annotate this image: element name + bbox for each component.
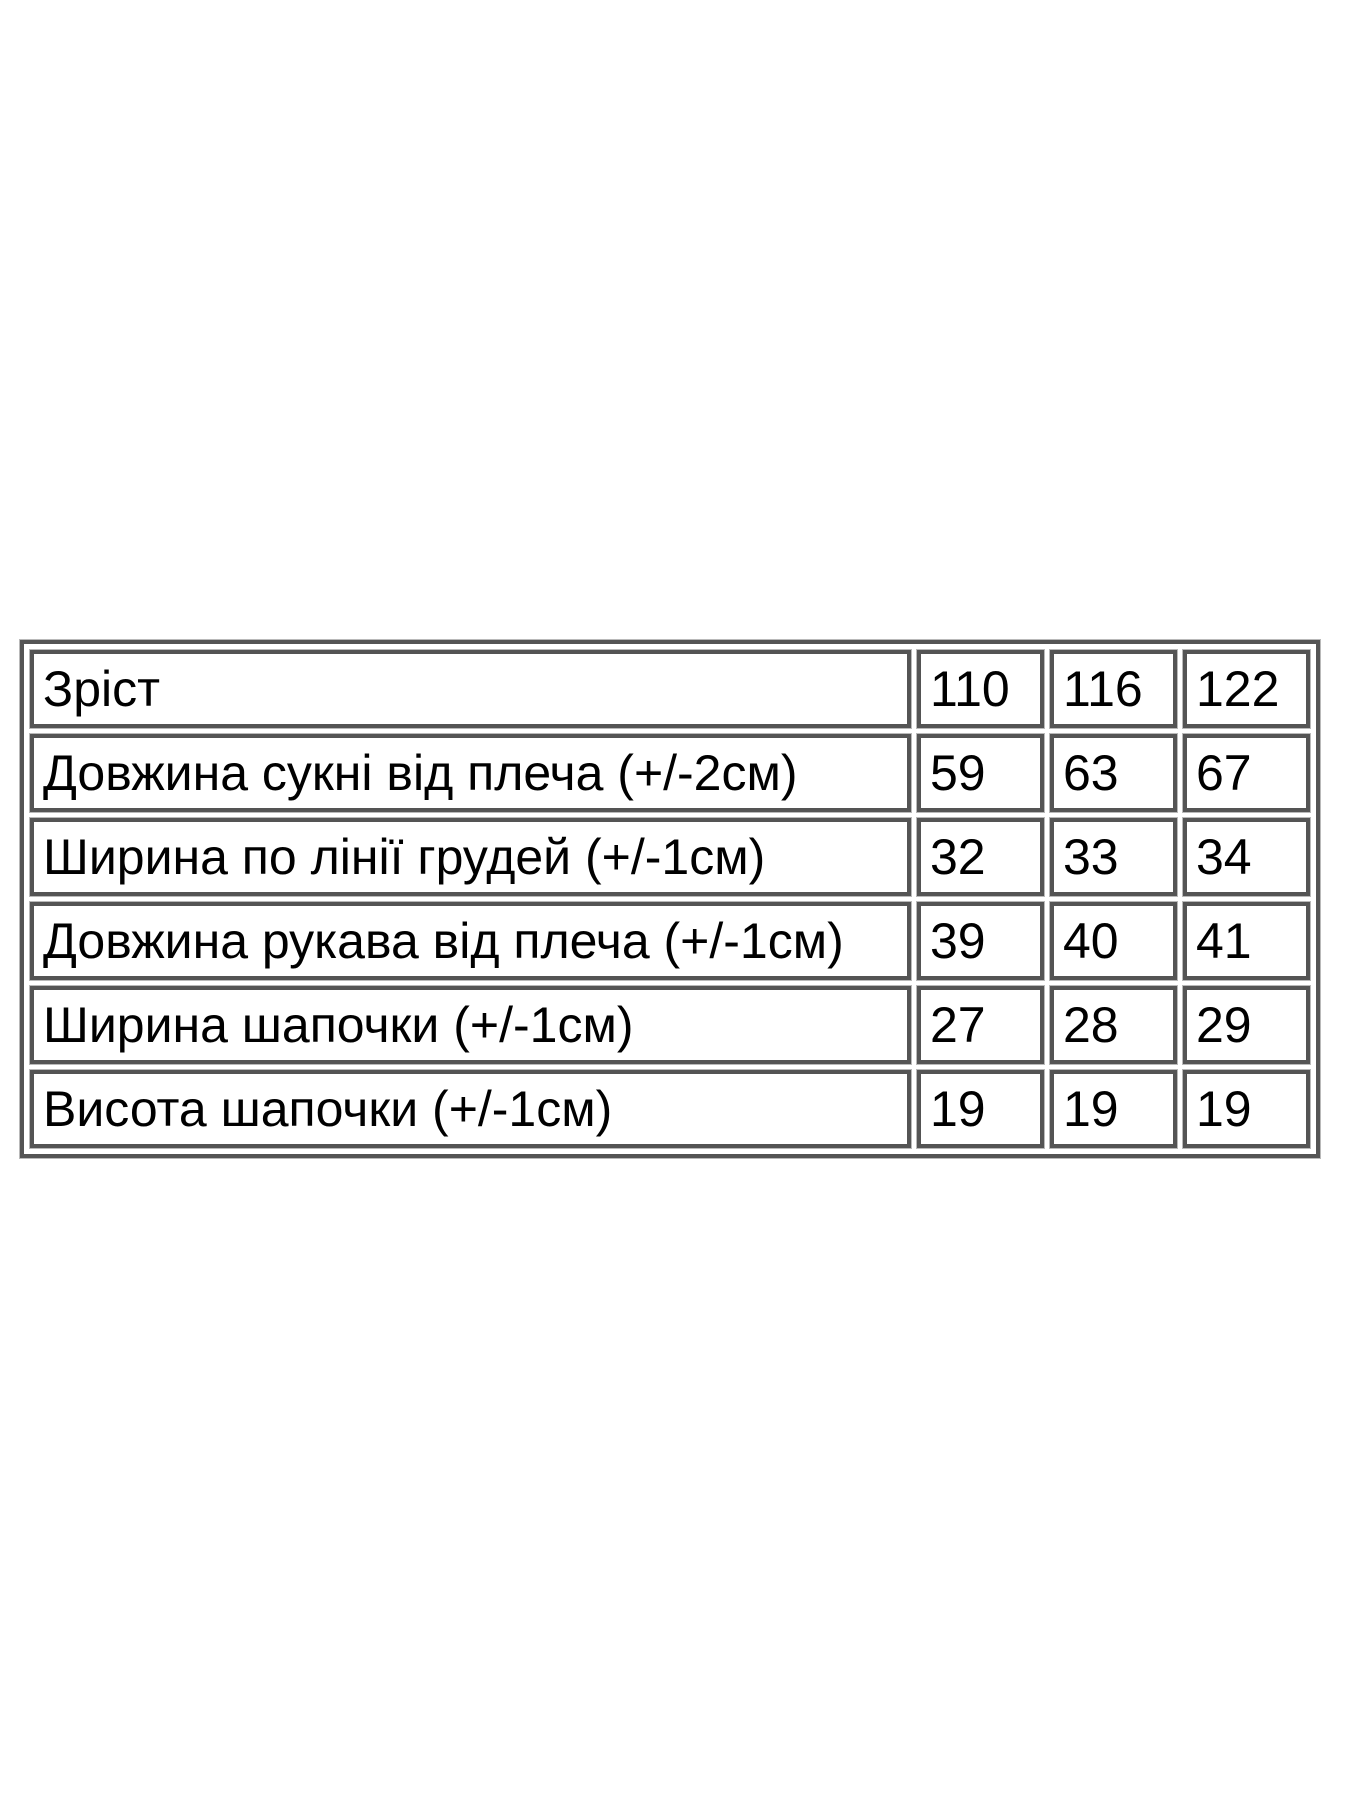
row-label-cell: Довжина сукні від плеча (+/-2см) [29, 733, 912, 813]
table-row: Ширина шапочки (+/-1см) 27 28 29 [29, 985, 1311, 1065]
value-cell: 33 [1049, 817, 1178, 897]
value-cell: 40 [1049, 901, 1178, 981]
row-label-cell: Довжина рукава від плеча (+/-1см) [29, 901, 912, 981]
row-label-cell: Ширина шапочки (+/-1см) [29, 985, 912, 1065]
value-cell: 39 [916, 901, 1045, 981]
table-row: Висота шапочки (+/-1см) 19 19 19 [29, 1069, 1311, 1149]
value-cell: 28 [1049, 985, 1178, 1065]
size-header-cell: 122 [1182, 649, 1311, 729]
header-label-cell: Зріст [29, 649, 912, 729]
value-cell: 19 [916, 1069, 1045, 1149]
size-table: Зріст 110 116 122 Довжина сукні від плеча (+… [19, 639, 1321, 1159]
value-cell: 34 [1182, 817, 1311, 897]
row-label-cell: Ширина по лінії грудей (+/-1см) [29, 817, 912, 897]
value-cell: 29 [1182, 985, 1311, 1065]
value-cell: 63 [1049, 733, 1178, 813]
value-cell: 41 [1182, 901, 1311, 981]
table-header-row: Зріст 110 116 122 [29, 649, 1311, 729]
value-cell: 67 [1182, 733, 1311, 813]
value-cell: 59 [916, 733, 1045, 813]
table-row: Довжина сукні від плеча (+/-2см) 59 63 67 [29, 733, 1311, 813]
value-cell: 32 [916, 817, 1045, 897]
size-header-cell: 116 [1049, 649, 1178, 729]
value-cell: 19 [1049, 1069, 1178, 1149]
value-cell: 19 [1182, 1069, 1311, 1149]
size-table-body: Зріст 110 116 122 Довжина сукні від плеча (+… [29, 649, 1311, 1149]
value-cell: 27 [916, 985, 1045, 1065]
table-row: Ширина по лінії грудей (+/-1см) 32 33 34 [29, 817, 1311, 897]
size-header-cell: 110 [916, 649, 1045, 729]
row-label-cell: Висота шапочки (+/-1см) [29, 1069, 912, 1149]
table-row: Довжина рукава від плеча (+/-1см) 39 40 41 [29, 901, 1311, 981]
